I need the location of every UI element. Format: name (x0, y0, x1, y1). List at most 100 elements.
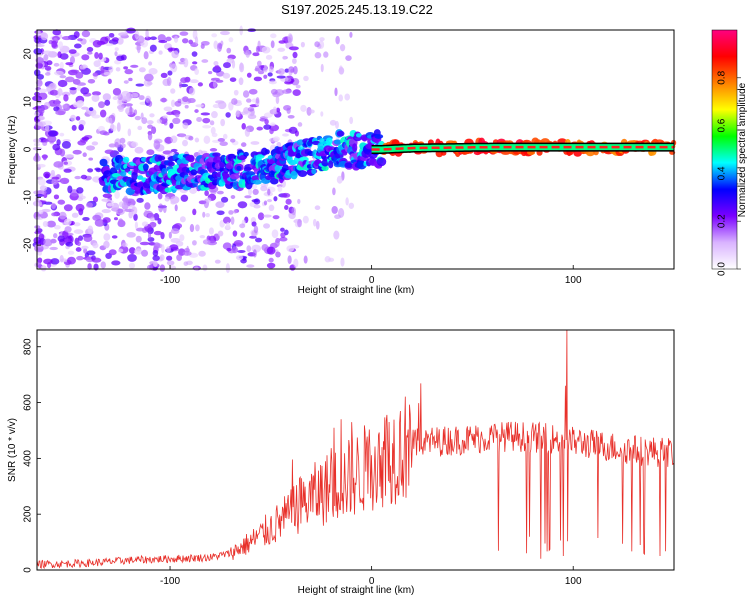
spectrogram-noise-cell (77, 100, 85, 107)
spectrogram-noise-cell (247, 113, 257, 120)
spectrogram-noise-cell (77, 235, 84, 241)
spectrogram-noise-cell (133, 109, 138, 116)
spectrogram-noise-cell (200, 112, 211, 116)
spectrogram-noise-cell (62, 104, 68, 109)
spectrogram-noise-cell (156, 119, 163, 124)
spectrogram-noise-cell (175, 240, 184, 247)
spectrogram-noise-cell (172, 117, 181, 124)
spectrogram-noise-cell (157, 34, 166, 42)
spectrogram-noise-cell (196, 117, 203, 123)
spectrogram-noise-cell (293, 65, 298, 75)
spectrogram-noise-cell (202, 117, 211, 124)
spectrogram-noise-cell (59, 75, 67, 79)
spectrogram-noise-cell (188, 136, 194, 141)
spectrogram-noise-cell (114, 141, 119, 148)
spectrogram-noise-cell (281, 192, 291, 198)
spectrogram-noise-cell (77, 38, 83, 42)
spectrogram-noise-cell (59, 132, 65, 137)
spectrogram-noise-cell (104, 99, 111, 106)
spectrogram-noise-cell (270, 122, 276, 127)
spectrogram-noise-cell (57, 79, 68, 88)
spectrogram-noise-cell (133, 213, 138, 221)
spectrogram-noise-cell (314, 41, 320, 48)
spectrogram-noise-cell (170, 99, 176, 108)
spectrogram-noise-cell (110, 123, 115, 131)
spectrogram-noise-cell (80, 174, 88, 180)
spectrogram-noise-cell (300, 104, 307, 112)
spectrogram-energy-cell (333, 139, 342, 145)
spectrogram-noise-cell (76, 187, 84, 194)
spectrogram-noise-cell (144, 202, 151, 210)
spectrogram-noise-cell (263, 124, 272, 130)
spectrogram-noise-cell (117, 93, 123, 101)
spectrogram-noise-cell (87, 225, 94, 234)
spectrogram-noise-cell (139, 241, 150, 246)
spectrogram-noise-cell (108, 117, 113, 124)
spectrogram-noise-cell (186, 245, 190, 256)
spectrogram-noise-cell (275, 107, 281, 113)
spectrogram-noise-cell (237, 249, 246, 253)
spectrogram-noise-cell (37, 73, 44, 80)
spectrogram-noise-cell (82, 216, 90, 221)
spectrogram-noise-cell (263, 200, 268, 206)
spectrogram-noise-cell (232, 230, 238, 237)
spectrogram-noise-cell (75, 203, 85, 212)
spectrogram-noise-cell (102, 93, 112, 101)
spectrogram-noise-cell (225, 112, 231, 118)
spectrogram-noise-cell (128, 262, 136, 269)
spectrogram-noise-cell (223, 216, 231, 224)
spectrogram-noise-cell (175, 113, 180, 118)
spectrogram-noise-cell (59, 255, 64, 263)
spectrogram-noise-cell (85, 202, 93, 208)
spectrogram-noise-cell (349, 116, 354, 125)
spectrogram-noise-cell (86, 145, 96, 151)
spectrogram-noise-cell (65, 62, 74, 66)
spectrogram-noise-cell (297, 218, 302, 228)
spectrogram-noise-cell (319, 37, 325, 42)
spectrogram-noise-cell (116, 55, 125, 62)
colorbar-gradient (712, 30, 737, 269)
spectrogram-noise-cell (141, 117, 148, 125)
spectrogram-noise-cell (222, 133, 228, 140)
spectrogram-noise-cell (231, 59, 236, 69)
chart-title: S197.2025.245.13.19.C22 (281, 2, 433, 17)
spectrogram-noise-cell (284, 78, 292, 83)
spectrogram-noise-cell (246, 72, 252, 78)
spectrogram-noise-cell (270, 40, 275, 49)
spectrogram-noise-cell (127, 141, 133, 146)
spectrogram-noise-cell (226, 247, 232, 252)
spectrogram-noise-cell (129, 105, 133, 116)
spectrogram-noise-cell (266, 262, 276, 269)
spectrogram-noise-cell (123, 66, 129, 70)
spectrogram-noise-cell (111, 260, 121, 266)
spectrogram-noise-cell (314, 205, 321, 211)
spectrogram-noise-cell (339, 44, 346, 52)
spectrogram-noise-cell (174, 223, 183, 229)
spectrogram-noise-cell (42, 220, 49, 227)
spectrogram-noise-cell (83, 234, 93, 243)
spectrogram-energy-cell (167, 161, 175, 167)
spectrogram-noise-cell (277, 47, 286, 52)
spectrogram-noise-cell (135, 83, 145, 87)
spectrogram-noise-cell (167, 47, 177, 51)
spectrogram-noise-cell (263, 74, 268, 79)
spectrogram-y-tick-label: 10 (23, 96, 34, 108)
spectrogram-noise-cell (112, 96, 119, 101)
spectrogram-noise-cell (261, 243, 269, 252)
spectrogram-noise-cell (250, 141, 260, 145)
spectrogram-noise-cell (194, 36, 199, 46)
spectrogram-noise-cell (277, 68, 286, 75)
spectrogram-noise-cell (146, 149, 155, 156)
spectrogram-noise-cell (345, 197, 349, 206)
spectrogram-noise-cell (81, 106, 89, 110)
spectrogram-noise-cell (59, 148, 66, 157)
spectrogram-noise-cell (254, 65, 262, 72)
spectrogram-noise-cell (63, 168, 72, 173)
spectrogram-noise-cell (45, 72, 51, 76)
spectrogram-noise-cell (111, 235, 118, 239)
spectrogram-noise-cell (251, 98, 258, 103)
spectrogram-noise-cell (111, 37, 119, 42)
spectrogram-noise-cell (268, 66, 274, 73)
spectrogram-noise-cell (263, 112, 273, 118)
spectrogram-noise-cell (77, 197, 83, 202)
